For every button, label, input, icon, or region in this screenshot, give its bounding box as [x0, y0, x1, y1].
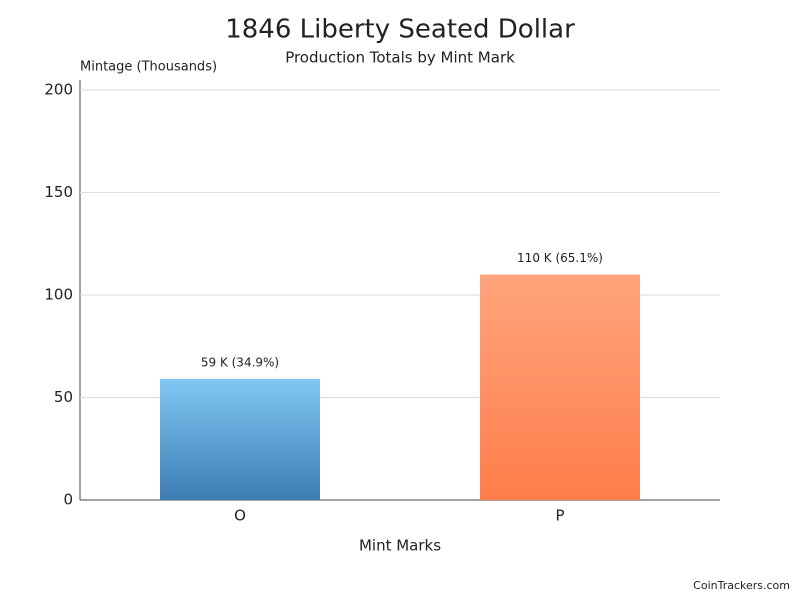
x-tick-label: P: [555, 507, 564, 525]
data-label: 59 K (34.9%): [201, 356, 279, 370]
y-tick-label: 200: [44, 81, 73, 99]
x-axis-title: Mint Marks: [359, 537, 441, 555]
bar: [480, 275, 640, 501]
data-label: 110 K (65.1%): [517, 251, 603, 265]
chart-title: 1846 Liberty Seated Dollar: [225, 15, 575, 45]
chart-subtitle: Production Totals by Mint Mark: [285, 49, 515, 67]
y-tick-label: 0: [63, 491, 73, 509]
y-axis-title: Mintage (Thousands): [80, 60, 217, 75]
y-tick-label: 50: [54, 388, 73, 406]
footer: CoinTrackers.com: [693, 579, 790, 592]
x-tick-label: O: [234, 507, 246, 525]
y-tick-label: 150: [44, 183, 73, 201]
y-tick-label: 100: [44, 286, 73, 304]
bar: [160, 379, 320, 500]
